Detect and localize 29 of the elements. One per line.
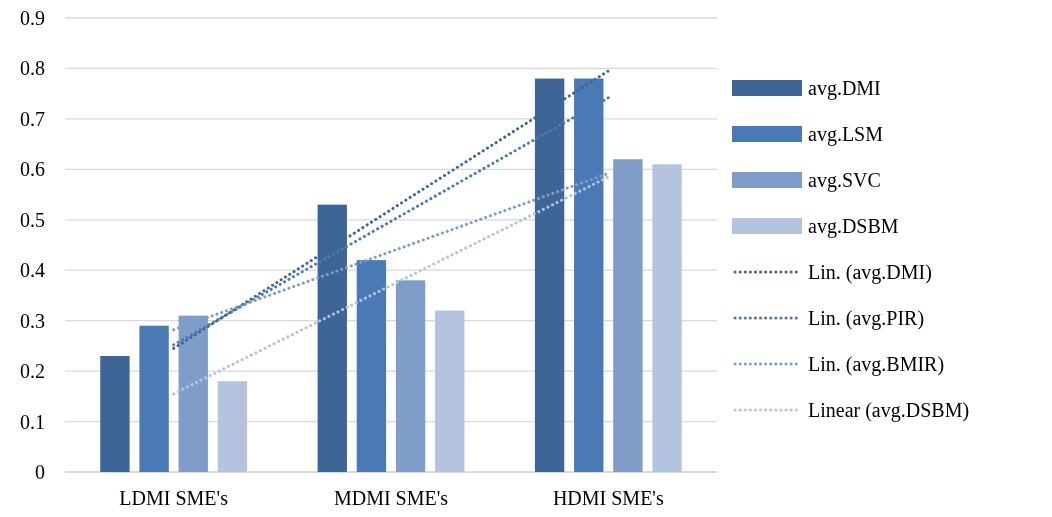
x-tick-label: MDMI SME's	[333, 487, 449, 509]
legend-label: Lin. (avg.BMIR)	[808, 353, 945, 376]
legend-label: avg.DSBM	[808, 215, 899, 238]
x-tick-label: LDMI SME's	[119, 487, 229, 509]
bar	[139, 325, 169, 472]
y-tick-label: 0.5	[20, 208, 45, 231]
x-tick-label: HDMI SME's	[552, 487, 664, 509]
bar	[100, 355, 130, 472]
legend-label: Linear (avg.DSBM)	[808, 399, 970, 422]
y-tick-label: 0.3	[20, 309, 45, 332]
legend-label: avg.LSM	[808, 123, 884, 146]
y-tick-label: 0.4	[20, 259, 45, 282]
y-tick-label: 0.9	[20, 7, 45, 29]
legend-label: Lin. (avg.DMI)	[808, 261, 932, 284]
y-tick-label: 0.1	[20, 410, 45, 433]
bar	[435, 310, 465, 472]
y-tick-label: 0.7	[20, 107, 45, 130]
legend-label: Lin. (avg.PIR)	[808, 307, 925, 330]
y-tick-label: 0	[35, 461, 45, 483]
bar	[613, 159, 643, 472]
y-tick-label: 0.6	[20, 158, 45, 181]
bar	[395, 280, 426, 472]
y-tick-label: 0.8	[20, 57, 45, 80]
legend-label: avg.SVC	[808, 169, 881, 192]
legend-label: avg.DMI	[808, 77, 881, 100]
bar	[356, 260, 387, 472]
bar	[217, 381, 248, 472]
bar	[652, 164, 682, 472]
y-tick-label: 0.2	[20, 360, 45, 383]
